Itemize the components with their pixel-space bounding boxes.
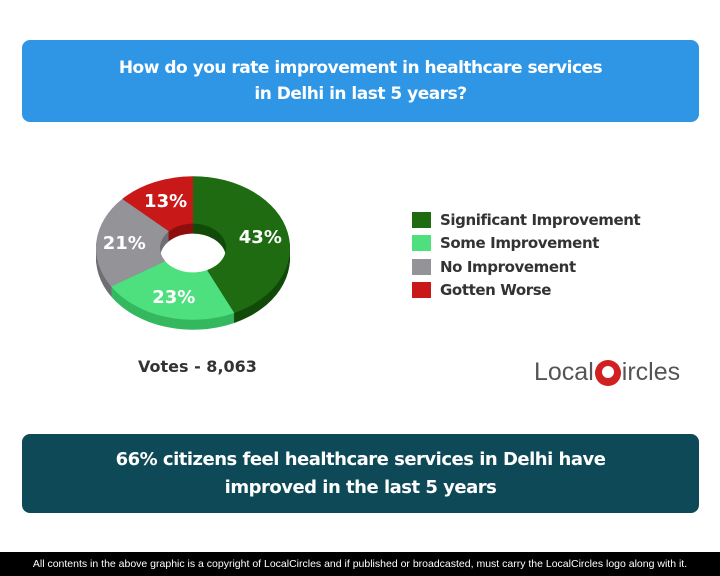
legend-label: No Improvement — [440, 257, 576, 276]
question-line: How do you rate improvement in healthcar… — [118, 58, 603, 78]
legend-item: Significant Improvement — [412, 208, 641, 232]
donut-slice — [122, 176, 193, 232]
legend-swatch — [412, 282, 431, 299]
legend-item: No Improvement — [412, 255, 640, 279]
data-label: 21% — [103, 233, 146, 254]
legend-swatch — [412, 211, 431, 228]
localcircles-logo: Local ircles — [534, 358, 680, 387]
question-line: in Delhi in last 5 years? — [254, 84, 467, 104]
question-banner: How do you rate improvement in healthcar… — [22, 40, 699, 122]
votes-count: Votes - 8,063 — [138, 357, 257, 376]
donut-slice — [193, 176, 290, 313]
legend-label: Some Improvement — [440, 234, 599, 253]
data-label: 23% — [152, 287, 195, 308]
data-label: 13% — [144, 191, 187, 212]
conclusion-line: 66% citizens feel healthcare services in… — [115, 448, 606, 470]
logo-text-left: Local — [534, 358, 594, 386]
conclusion-line: improved in the last 5 years — [224, 476, 497, 498]
legend-label: Significant Improvement — [440, 210, 641, 229]
location-pin-icon — [594, 359, 621, 386]
conclusion-banner: 66% citizens feel healthcare services in… — [22, 434, 699, 513]
donut-slice — [95, 198, 169, 287]
legend-swatch — [412, 258, 431, 275]
logo-text-right: ircles — [621, 358, 681, 386]
data-label: 43% — [239, 227, 282, 248]
legend-label: Gotten Worse — [440, 281, 552, 300]
copyright-footer: All contents in the above graphic is a c… — [0, 552, 720, 576]
donut-slice — [111, 261, 235, 320]
legend-item: Gotten Worse — [412, 279, 640, 303]
chart-legend: Significant Improvement Some Improvement… — [412, 208, 641, 303]
legend-swatch — [412, 235, 431, 252]
legend-item: Some Improvement — [412, 232, 640, 256]
